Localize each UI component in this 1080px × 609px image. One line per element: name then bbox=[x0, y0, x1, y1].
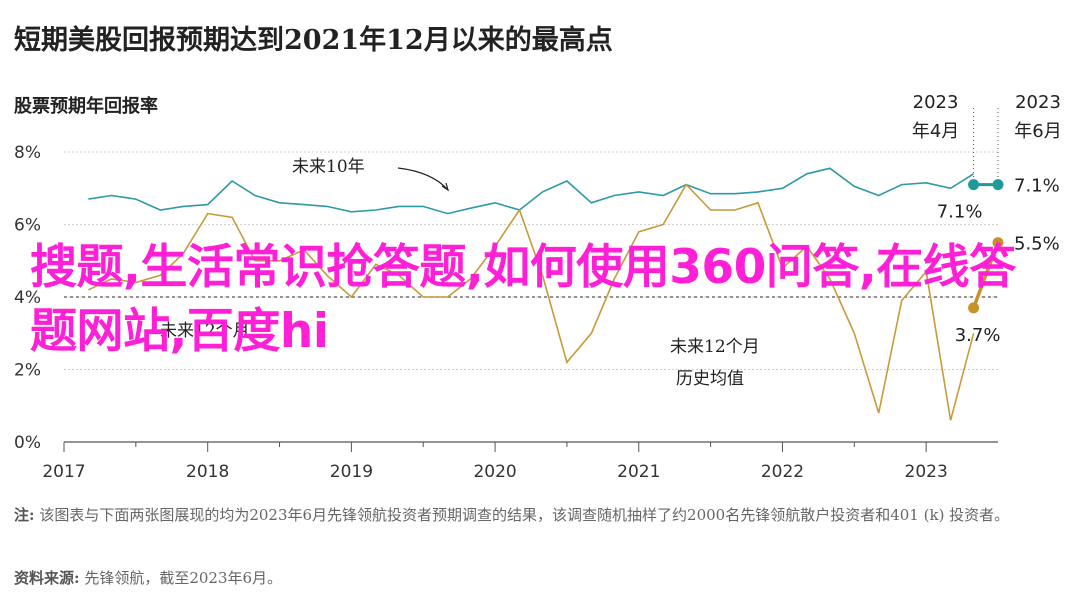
annotation-avg-line1: 未来12个月 bbox=[670, 337, 760, 357]
teal-endpoint-dot bbox=[992, 179, 1004, 191]
gold-start-label: 3.7% bbox=[955, 325, 1001, 346]
watermark-overlay: 搜题,生活常识抢答题,如何使用360问答,在线答题网站,百度hi bbox=[30, 240, 1016, 359]
y-tick-label: 4% bbox=[14, 288, 41, 308]
annotation-avg-line2: 历史均值 bbox=[676, 369, 744, 389]
chart-source: 资料来源: 先锋领航，截至2023年6月。 bbox=[14, 565, 1069, 591]
source-label: 资料来源: bbox=[14, 569, 80, 587]
chart-title: 短期美股回报预期达到2021年12月以来的最高点 bbox=[14, 25, 613, 56]
gold-end-label: 5.5% bbox=[1014, 234, 1060, 255]
callout-year-apr: 2023 bbox=[913, 92, 959, 113]
y-tick-label: 6% bbox=[14, 216, 41, 236]
annotation-10y: 未来10年 bbox=[292, 157, 365, 177]
note-text: 该图表与下面两张图展现的均为2023年6月先锋领航投资者预期调查的结果，该调查随… bbox=[39, 506, 1010, 524]
annotation-10y-arrow bbox=[397, 167, 449, 191]
series-line bbox=[88, 183, 975, 421]
y-tick-label: 8% bbox=[14, 143, 41, 163]
gold-endpoint-dot bbox=[968, 302, 980, 314]
note-label: 注: bbox=[14, 506, 35, 524]
x-tick-label: 2018 bbox=[186, 462, 229, 482]
callout-year-jun: 2023 bbox=[1015, 92, 1061, 113]
x-tick-label: 2019 bbox=[330, 462, 373, 482]
callout-month-apr: 年4月 bbox=[912, 121, 959, 142]
x-tick-label: 2020 bbox=[473, 462, 516, 482]
gold-endpoint-segment bbox=[971, 242, 1000, 309]
x-tick-label: 2022 bbox=[761, 462, 804, 482]
x-tick-label: 2017 bbox=[42, 462, 85, 482]
annotation-12m: 未来12个月 bbox=[160, 321, 250, 341]
callout-month-jun: 年6月 bbox=[1014, 121, 1061, 142]
source-text: 先锋领航，截至2023年6月。 bbox=[84, 569, 283, 587]
gold-endpoint-dot bbox=[992, 237, 1004, 249]
teal-endpoint-dot bbox=[968, 179, 980, 191]
teal-start-label: 7.1% bbox=[937, 202, 983, 223]
annotation-10y-arrowhead bbox=[441, 182, 450, 192]
x-tick-label: 2021 bbox=[617, 462, 660, 482]
teal-end-label: 7.1% bbox=[1014, 176, 1060, 197]
y-tick-label: 0% bbox=[14, 433, 41, 453]
y-tick-label: 2% bbox=[14, 361, 41, 381]
series-line bbox=[88, 167, 975, 215]
x-tick-label: 2023 bbox=[905, 462, 948, 482]
chart-note: 注: 该图表与下面两张图展现的均为2023年6月先锋领航投资者预期调查的结果，该… bbox=[14, 502, 1069, 528]
y-axis-title: 股票预期年回报率 bbox=[14, 96, 158, 117]
